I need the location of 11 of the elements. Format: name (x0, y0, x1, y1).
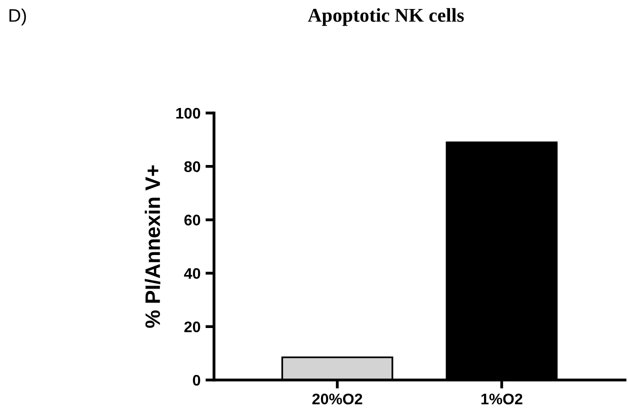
y-tick-label: 80 (184, 161, 200, 172)
y-tick-label: 0 (192, 374, 200, 386)
y-tick-label: 20 (184, 321, 200, 332)
chart-title: Apoptotic NK cells (308, 8, 464, 26)
y-tick-label: 40 (184, 268, 200, 279)
x-tick-label: 1%O2 (481, 394, 522, 404)
y-tick-label: 100 (176, 108, 200, 119)
x-tick-label: 20%O2 (312, 394, 362, 404)
text: D) (9, 8, 26, 26)
y-axis-title: % PI/Annexin V+ (144, 165, 160, 328)
y-tick-label: 60 (184, 214, 200, 226)
